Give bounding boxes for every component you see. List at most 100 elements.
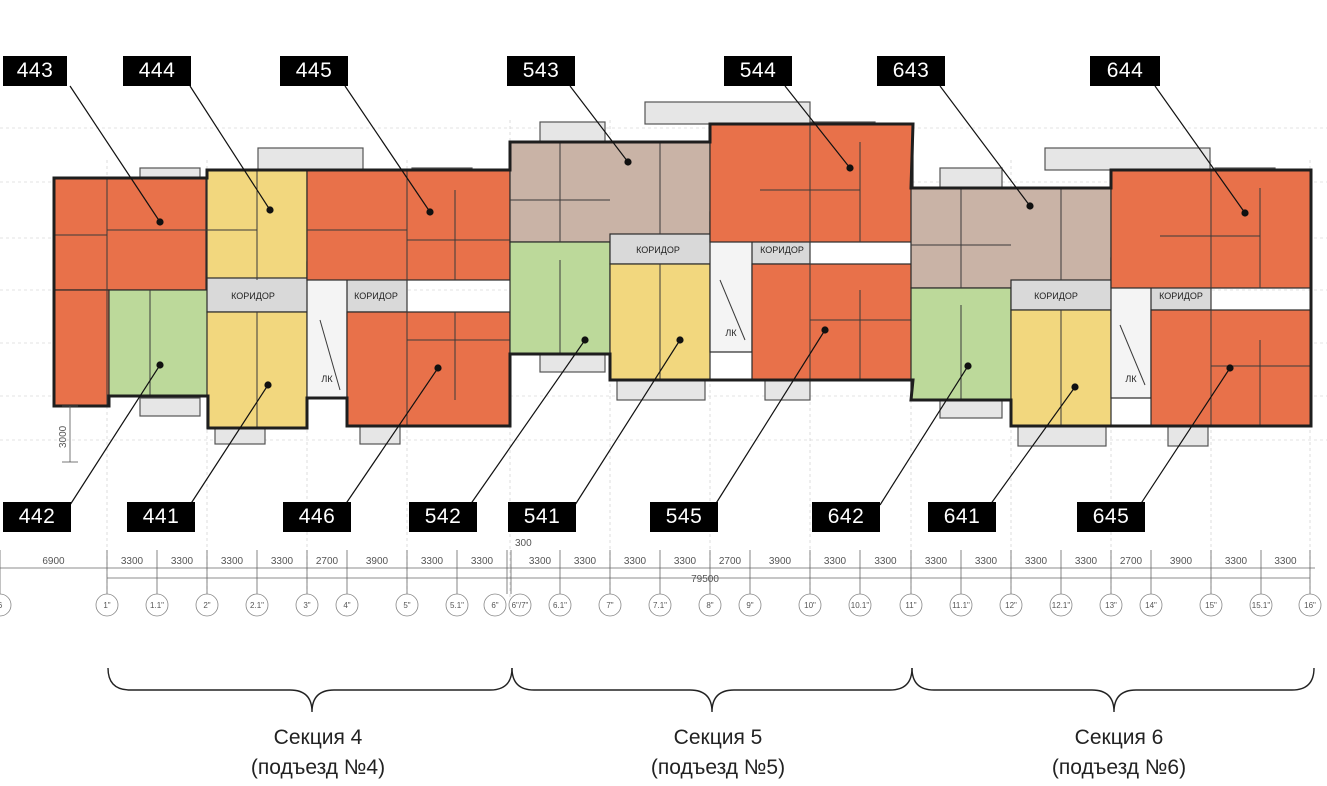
dimension-value: 3300 <box>1274 556 1297 567</box>
axis-marker-label: 16" <box>1304 601 1316 610</box>
axis-marker-label: 7" <box>606 601 613 610</box>
axis-marker <box>295 593 319 617</box>
dimension-value: 3300 <box>674 556 697 567</box>
dimension-value: 3300 <box>221 556 244 567</box>
dimension-value: 3300 <box>1025 556 1048 567</box>
apartment-544 <box>709 123 914 243</box>
dimension-value: 6900 <box>42 556 65 567</box>
axis-marker-label: 1.1" <box>150 601 164 610</box>
axis-marker <box>1139 593 1163 617</box>
axis-marker <box>95 593 119 617</box>
axis-marker <box>483 593 507 617</box>
lift-core-s4 <box>306 261 348 399</box>
axis-marks: 6 1" 1.1" 2" 2.1" 3" 4" 5" 5.1" 6" 6"/7" 6.1" 7" 7.1"… <box>0 593 1322 617</box>
height-dimension: 3000 <box>58 405 78 463</box>
axis-marker <box>145 593 169 617</box>
axis-marker-label: 6"/7" <box>512 601 529 610</box>
apartment-443 <box>53 177 207 291</box>
axis-marker-label: 2.1" <box>250 601 264 610</box>
section-6-plan <box>910 147 1312 447</box>
dimension-value: 3900 <box>769 556 792 567</box>
label-542: 542 <box>409 502 477 532</box>
label-543: 543 <box>507 56 575 86</box>
axis-marker <box>335 593 359 617</box>
axis-marker-label: 12.1" <box>1052 601 1071 610</box>
label-643: 643 <box>877 56 945 86</box>
label-445: 445 <box>280 56 348 86</box>
apartment-643 <box>910 187 1112 289</box>
axis-marker-label: 11.1" <box>952 601 970 610</box>
section-4-entrance: (подъезд №4) <box>250 756 386 779</box>
section-6-entrance: (подъезд №6) <box>1051 756 1187 779</box>
label-446: 446 <box>283 502 351 532</box>
label-642: 642 <box>812 502 880 532</box>
axis-marker-label: 8" <box>706 601 713 610</box>
dimension-value: 3300 <box>421 556 444 567</box>
lift-label-s5: ЛК <box>725 328 737 338</box>
axis-marker <box>1049 593 1073 617</box>
axis-marker <box>395 593 419 617</box>
axis-marker-label: 5" <box>403 601 410 610</box>
dimension-value: 3300 <box>171 556 194 567</box>
dimension-value: 3300 <box>925 556 948 567</box>
axis-marker <box>195 593 219 617</box>
axis-marker <box>548 593 572 617</box>
outer-walls <box>52 122 1313 430</box>
dimension-texts: 6900 3300 3300 3300 3300 2700 3900 3300 3300 300 3… <box>42 538 1297 567</box>
section-5-title: Секция 5 <box>673 726 763 749</box>
height-dimension-text: 3000 <box>58 425 69 448</box>
axis-marker <box>738 593 762 617</box>
axis-marker-label: 1" <box>103 601 110 610</box>
dimension-ticks <box>0 550 1311 594</box>
corridor-label-s4a: КОРИДОР <box>231 291 275 301</box>
axis-marker-label: 13" <box>1105 601 1117 610</box>
axis-marker-label: 12" <box>1005 601 1017 610</box>
axis-marker-label: 5.1" <box>450 601 464 610</box>
corridor-label-s5b: КОРИДОР <box>760 245 804 255</box>
axis-marker <box>949 593 973 617</box>
axis-marker-label: 6" <box>491 601 498 610</box>
dimension-value: 3300 <box>121 556 144 567</box>
label-644: 644 <box>1090 56 1160 86</box>
dimension-value: 3300 <box>624 556 647 567</box>
lift-label-s4: ЛК <box>321 374 333 384</box>
axis-marker <box>999 593 1023 617</box>
axis-marker <box>798 593 822 617</box>
apartment-442 <box>108 289 209 397</box>
axis-marker <box>245 593 269 617</box>
section-braces <box>107 667 1315 713</box>
axis-marker <box>1099 593 1123 617</box>
axis-marker-label: 10.1" <box>851 601 870 610</box>
apartment-543 <box>509 141 711 243</box>
lift-label-s6: ЛК <box>1125 374 1137 384</box>
dimension-value: 2700 <box>1120 556 1143 567</box>
axis-marker <box>1249 593 1273 617</box>
axis-marker <box>0 593 12 617</box>
section-5-entrance: (подъезд №5) <box>650 756 786 779</box>
axis-marker <box>648 593 672 617</box>
dimension-value: 3900 <box>1170 556 1193 567</box>
label-541: 541 <box>508 502 576 532</box>
dimension-value: 3300 <box>271 556 294 567</box>
corridor-labels: КОРИДОР КОРИДОР КОРИДОР КОРИДОР КОРИДОР … <box>231 245 1203 384</box>
label-545: 545 <box>650 502 718 532</box>
dimension-value: 3300 <box>874 556 897 567</box>
axis-marker <box>508 593 532 617</box>
apartment-442-left <box>53 289 110 407</box>
apartment-445 <box>306 169 511 281</box>
axis-marker-label: 2" <box>203 601 210 610</box>
dimension-value: 3300 <box>529 556 552 567</box>
corridor-label-s6b: КОРИДОР <box>1159 291 1203 301</box>
axis-marker <box>445 593 469 617</box>
axis-marker-label: 6.1" <box>553 601 567 610</box>
dimension-value: 3300 <box>471 556 494 567</box>
axis-marker-label: 15" <box>1205 601 1217 610</box>
apartment-545 <box>751 263 914 381</box>
label-444: 444 <box>123 56 191 86</box>
dimension-value: 3300 <box>975 556 998 567</box>
label-443: 443 <box>3 56 67 86</box>
axis-marker-label: 10" <box>804 601 816 610</box>
section-5-plan <box>509 101 914 401</box>
label-544: 544 <box>724 56 792 86</box>
